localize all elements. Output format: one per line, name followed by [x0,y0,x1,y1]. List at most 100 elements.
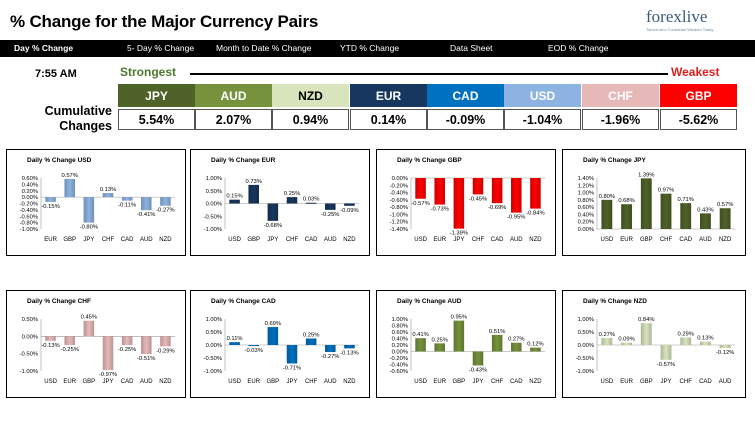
chart-svg: Daily % Change EUR 1.00% 0.50% 0.00% -0.50% -… [204,157,359,243]
data-label: -0.27% [321,354,339,360]
data-label: 0.13% [100,187,116,193]
data-label: -0.69% [488,205,506,211]
bar-cad [491,178,503,204]
x-tick-label: USD [44,379,57,385]
x-tick-label: USD [228,237,241,243]
x-tick-label: CAD [679,237,692,243]
y-tick-label: 0.80% [578,198,594,204]
data-label: -0.25% [61,347,79,353]
bar-gbp [640,178,652,229]
currency-tile-value: 5.54% [118,109,195,130]
tab-ytd-change[interactable]: YTD % Change [340,43,400,53]
currency-tile-code: USD [504,84,581,107]
tab-data-sheet[interactable]: Data Sheet [450,43,493,53]
bar-eur [248,345,259,346]
bar-cad [511,342,522,352]
bar-usd [45,336,56,341]
cumulative-label-line2: Changes [59,119,112,133]
data-label: 0.71% [677,197,693,203]
x-tick-label: GBP [640,379,653,385]
data-label: 0.15% [226,194,242,200]
data-label: -0.09% [340,208,358,214]
chart-svg: Daily % Change JPY1.40%1.20%1.00%0.80%0.… [578,157,735,243]
y-tick-label: 0.50% [206,330,222,336]
y-tick-label: 0.00% [392,176,408,182]
data-label: -0.97% [99,372,117,378]
x-tick-label: NZD [343,237,356,243]
weakest-label: Weakest [671,65,720,79]
bar-eur [434,343,445,352]
x-tick-label: NZD [719,237,732,243]
currency-tile-jpy: JPY 5.54% [118,84,195,130]
y-tick-label: 0.40% [578,212,594,218]
x-tick-label: AUD [140,379,153,385]
page-title: % Change for the Major Currency Pairs [10,12,319,31]
y-tick-label: 1.00% [578,191,594,197]
currency-tile-code: CAD [427,84,504,107]
data-label: -0.29% [156,348,174,354]
data-label: -0.15% [41,204,59,210]
chart-svg: Daily % Change NZD 1.00% 0.50% 0.00% -0.50% -… [576,298,735,385]
y-tick-label: -0.20% [390,356,408,362]
x-tick-label: JPY [472,379,483,385]
data-label: 1.39% [638,172,654,178]
cumulative-changes-label: Cumulative Changes [40,104,112,134]
tab-eod-change[interactable]: EOD % Change [548,43,609,53]
y-tick-label: 0.20% [578,220,594,226]
data-label: 0.45% [81,315,97,321]
x-tick-label: NZD [529,237,542,243]
data-label: 0.84% [638,317,654,323]
y-tick-label: -0.20% [20,202,38,208]
y-tick-label: 0.60% [392,330,408,336]
y-tick-label: -1.00% [20,369,38,375]
y-tick-label: 1.00% [578,317,594,323]
data-label: -0.27% [156,208,174,214]
data-label: -0.11% [118,203,136,209]
bar-cad [121,197,133,201]
data-label: -0.71% [283,365,301,371]
data-label: 0.80% [599,194,615,200]
data-label: -0.68% [264,223,282,229]
nav-bar: Day % Change 5- Day % Change Month to Da… [0,40,755,57]
chart-title: Daily % Change JPY [583,157,647,164]
data-label: 0.27% [508,337,524,343]
x-tick-label: CAD [699,379,712,385]
data-label: 0.25% [431,337,447,343]
chart-panel-nzd: Daily % Change NZD 1.00% 0.50% 0.00% -0.50% -… [562,290,746,398]
y-tick-label: -0.50% [204,356,222,362]
bar-jpy [286,345,298,364]
y-tick-label: -1.00% [390,212,408,218]
cumulative-label-line1: Cumulative [44,104,112,118]
y-tick-label: 0.00% [578,227,594,233]
x-tick-label: JPY [286,379,297,385]
y-tick-label: 1.00% [206,317,222,323]
data-label: -1.39% [450,231,468,237]
x-tick-label: EUR [620,237,633,243]
x-tick-label: EUR [433,379,446,385]
bar-usd [415,178,426,199]
currency-tile-code: GBP [660,84,737,107]
x-tick-label: AUD [510,237,523,243]
data-label: 0.25% [284,191,300,197]
x-tick-label: JPY [267,237,278,243]
tab-5-day-change[interactable]: 5- Day % Change [127,43,195,53]
currency-tile-code: NZD [272,84,349,107]
tab-month-to-date-change[interactable]: Month to Date % Change [216,43,312,53]
y-tick-label: 0.00% [206,343,222,349]
x-tick-label: EUR [44,237,57,243]
bar-cad [700,341,711,345]
y-tick-label: 1.40% [578,176,594,182]
y-tick-label: 1.20% [578,183,594,189]
chart-svg: Daily % Change CHF 0.50% 0.00% -0.50% -1.00%… [20,298,175,385]
currency-tile-code: EUR [350,84,427,107]
y-tick-label: -1.00% [576,369,594,375]
y-tick-label: -0.60% [390,369,408,375]
chart-panel-aud: Daily % Change AUD 1.00% 0.80% 0.60% 0.40% 0.… [376,290,556,398]
tab-day-change[interactable]: Day % Change [14,43,74,53]
chart-panel-usd: Daily % Change USD 0.60% 0.40% 0.20% 0.00% -0… [6,149,186,256]
data-label: 0.11% [227,336,243,342]
data-label: 0.41% [412,332,428,338]
chart-title: Daily % Change USD [27,157,92,164]
x-tick-label: EUR [620,379,633,385]
data-label: 0.51% [489,329,505,335]
